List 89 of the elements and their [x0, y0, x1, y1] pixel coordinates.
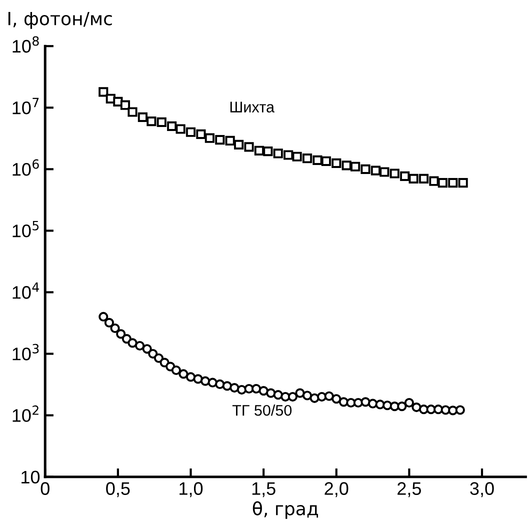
point — [98, 312, 108, 322]
point — [332, 158, 342, 168]
x-axis-title: θ, град — [252, 501, 318, 519]
point — [458, 178, 468, 188]
point — [295, 388, 305, 398]
point — [146, 116, 156, 126]
series-label: ТГ 50/50 — [232, 404, 292, 416]
point — [263, 146, 273, 156]
point — [418, 404, 429, 414]
point — [98, 87, 108, 97]
point — [434, 404, 444, 414]
point — [370, 166, 380, 176]
point — [200, 376, 210, 386]
point — [178, 369, 188, 379]
point — [225, 136, 235, 146]
point — [215, 135, 225, 145]
point — [128, 338, 138, 348]
point — [312, 155, 322, 165]
point — [404, 398, 414, 408]
x-tick-label: 2,5 — [398, 482, 421, 498]
point — [138, 112, 148, 122]
y-tick-label: 10$^{4}$ — [12, 282, 39, 299]
point — [193, 374, 203, 384]
point — [455, 405, 465, 415]
point — [116, 329, 126, 339]
point — [204, 133, 214, 143]
point — [302, 154, 312, 164]
point — [324, 391, 334, 401]
x-tick-label: 0 — [40, 482, 50, 495]
point — [380, 167, 390, 177]
point — [288, 392, 298, 402]
y-tick-label: 10$^{7}$ — [12, 98, 39, 114]
point — [176, 124, 186, 134]
point — [156, 117, 166, 127]
point — [360, 164, 370, 174]
point — [397, 402, 407, 412]
y-axis-title: I, фотон/мс — [8, 12, 112, 29]
x-tick-label: 1,0 — [180, 482, 203, 498]
point — [128, 107, 138, 117]
point — [142, 344, 152, 354]
point — [429, 176, 439, 186]
point — [258, 386, 268, 396]
point — [110, 323, 120, 334]
point — [368, 398, 378, 408]
point — [342, 160, 352, 170]
point — [332, 394, 342, 404]
y-tick-label: 10$^{5}$ — [12, 221, 39, 238]
point — [186, 372, 196, 382]
point — [350, 162, 360, 172]
point — [171, 365, 181, 376]
point — [292, 152, 302, 162]
point — [196, 129, 206, 140]
point — [208, 378, 218, 388]
point — [244, 142, 254, 152]
point — [167, 121, 177, 131]
point — [375, 400, 385, 410]
point — [154, 353, 164, 363]
y-tick-label: 10$^{2}$ — [12, 405, 38, 422]
x-tick-label: 3,0 — [470, 482, 494, 498]
point — [302, 390, 312, 400]
point — [266, 388, 276, 398]
x-tick-label: 2,0 — [324, 482, 348, 498]
point — [215, 379, 225, 390]
y-tick-label: 10$^{6}$ — [12, 159, 39, 176]
point — [186, 127, 196, 137]
point — [390, 168, 400, 178]
point — [134, 340, 145, 351]
point — [104, 318, 114, 328]
point — [234, 140, 244, 150]
x-tick-label: 0,5 — [106, 482, 130, 498]
point — [438, 178, 448, 188]
point — [284, 150, 294, 160]
point — [273, 390, 283, 400]
point — [273, 148, 283, 158]
point — [448, 178, 458, 188]
point — [120, 100, 130, 110]
y-tick-label: 10$^{8}$ — [12, 36, 39, 53]
point — [321, 156, 331, 166]
series-label: Шихта — [230, 102, 274, 112]
point — [230, 383, 240, 393]
y-tick-label: 10$^{3}$ — [12, 344, 39, 360]
point — [222, 381, 232, 391]
y-tick-label: 10 — [22, 470, 40, 484]
point — [418, 174, 429, 184]
point — [408, 174, 418, 184]
point — [400, 171, 410, 181]
x-tick-label: 1,5 — [252, 482, 276, 498]
point — [412, 402, 422, 412]
point — [254, 146, 264, 156]
